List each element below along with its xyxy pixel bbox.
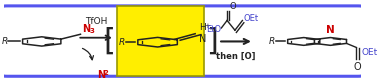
FancyBboxPatch shape bbox=[2, 6, 363, 76]
Text: N: N bbox=[98, 70, 105, 80]
Text: N: N bbox=[200, 34, 207, 44]
Text: R: R bbox=[269, 37, 275, 46]
Text: O: O bbox=[353, 62, 361, 72]
Text: then [O]: then [O] bbox=[216, 52, 256, 61]
Text: OEt: OEt bbox=[361, 47, 377, 56]
Text: EtO: EtO bbox=[206, 25, 221, 34]
Text: ]: ] bbox=[206, 27, 218, 56]
Text: R: R bbox=[1, 37, 8, 46]
Text: R: R bbox=[119, 38, 125, 47]
Text: TfOH: TfOH bbox=[85, 17, 107, 26]
Text: N: N bbox=[82, 24, 90, 34]
Text: N: N bbox=[326, 25, 335, 35]
Text: 3: 3 bbox=[89, 27, 94, 34]
FancyBboxPatch shape bbox=[116, 6, 204, 76]
Text: OEt: OEt bbox=[243, 15, 258, 23]
Text: H: H bbox=[200, 23, 206, 32]
Text: +: + bbox=[204, 23, 210, 29]
Text: [: [ bbox=[103, 27, 115, 56]
Text: 2: 2 bbox=[104, 70, 108, 76]
Text: O: O bbox=[229, 2, 236, 11]
